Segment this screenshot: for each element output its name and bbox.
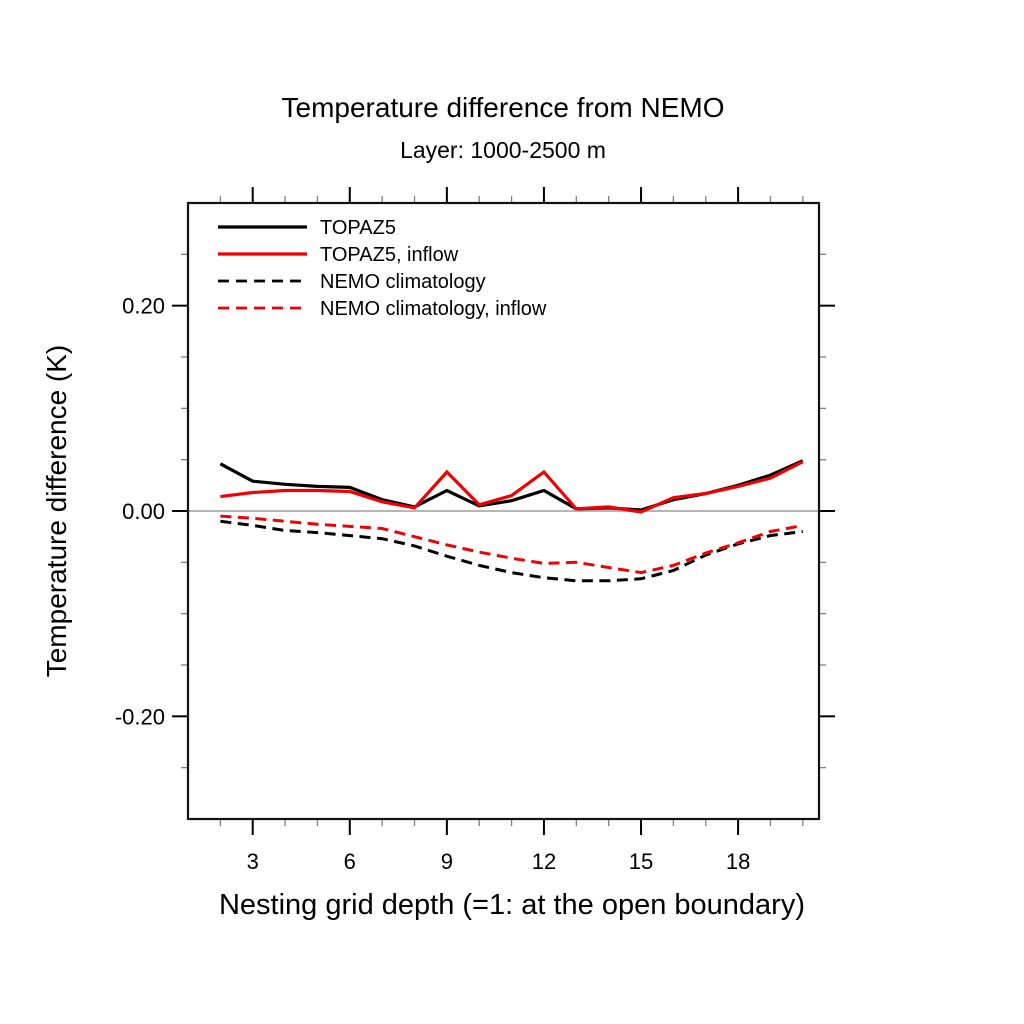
chart-subtitle: Layer: 1000-2500 m: [400, 137, 606, 163]
x-tick-label: 9: [441, 849, 453, 874]
x-tick-label: 3: [247, 849, 259, 874]
x-axis-label: Nesting grid depth (=1: at the open boun…: [219, 889, 805, 921]
plot-frame: [186, 201, 821, 821]
chart-title: Temperature difference from NEMO: [282, 92, 725, 123]
y-axis-label: Temperature difference (K): [41, 345, 72, 678]
y-tick-label: 0.00: [122, 499, 165, 524]
legend-item-label: TOPAZ5: [320, 217, 396, 239]
x-tick-label: 6: [344, 849, 356, 874]
x-tick-label: 12: [532, 849, 556, 874]
x-tick-label: 18: [726, 849, 750, 874]
legend-item-label: TOPAZ5, inflow: [320, 244, 459, 266]
x-tick-label: 15: [629, 849, 653, 874]
series-line-nemo-climatology: [220, 519, 803, 583]
y-tick-label: -0.20: [115, 704, 165, 729]
y-tick-label: 0.20: [122, 294, 165, 319]
legend-item-label: NEMO climatology, inflow: [320, 298, 547, 320]
series-line-topaz5-inflow: [220, 460, 804, 514]
legend-item-label: NEMO climatology: [320, 271, 486, 293]
series-line-nemo-climatology-inflow: [220, 514, 804, 575]
plot-area: 3 6 9 12 15 18 0.20 0.00 -0.20 TOPAZ5 TOPAZ5, infl…: [115, 187, 835, 874]
